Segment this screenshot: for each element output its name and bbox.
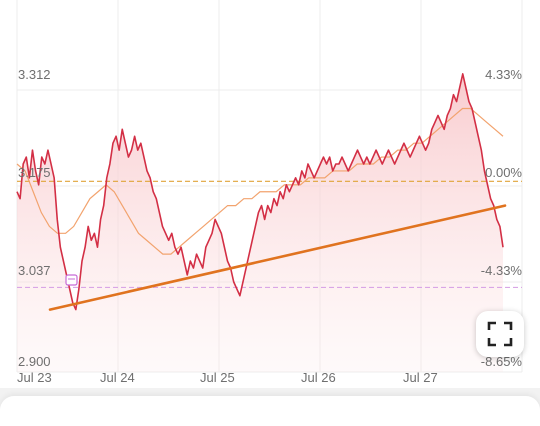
y-tick-right: -4.33% bbox=[481, 263, 523, 278]
calendar-badge-icon bbox=[65, 274, 78, 286]
bottom-sheet[interactable] bbox=[0, 396, 540, 426]
fullscreen-button[interactable] bbox=[476, 311, 524, 357]
price-line[interactable] bbox=[16, 73, 504, 311]
x-axis: Jul 23 Jul 24 Jul 25 Jul 26 Jul 27 bbox=[17, 370, 438, 385]
y-axis-right: 4.33% 0.00% -4.33% -8.65% bbox=[481, 67, 523, 369]
x-tick: Jul 24 bbox=[100, 370, 135, 385]
y-tick-left: 2.900 bbox=[18, 354, 51, 369]
y-tick-right: 0.00% bbox=[485, 165, 522, 180]
x-tick: Jul 27 bbox=[403, 370, 438, 385]
y-tick-left: 3.312 bbox=[18, 67, 51, 82]
y-tick-right: -8.65% bbox=[481, 354, 523, 369]
y-axis-left: 3.312 3.175 3.037 2.900 bbox=[18, 67, 51, 369]
price-chart[interactable]: 3.312 3.175 3.037 2.900 4.33% 0.00% -4.3… bbox=[0, 0, 540, 413]
x-tick: Jul 25 bbox=[200, 370, 235, 385]
y-tick-left: 3.175 bbox=[18, 165, 51, 180]
price-area-fill bbox=[17, 73, 503, 372]
fullscreen-icon bbox=[487, 321, 513, 347]
y-tick-left: 3.037 bbox=[18, 263, 51, 278]
x-tick: Jul 26 bbox=[301, 370, 336, 385]
y-tick-right: 4.33% bbox=[485, 67, 522, 82]
event-marker[interactable] bbox=[65, 274, 78, 286]
trendline[interactable] bbox=[48, 204, 507, 311]
x-tick: Jul 23 bbox=[17, 370, 52, 385]
